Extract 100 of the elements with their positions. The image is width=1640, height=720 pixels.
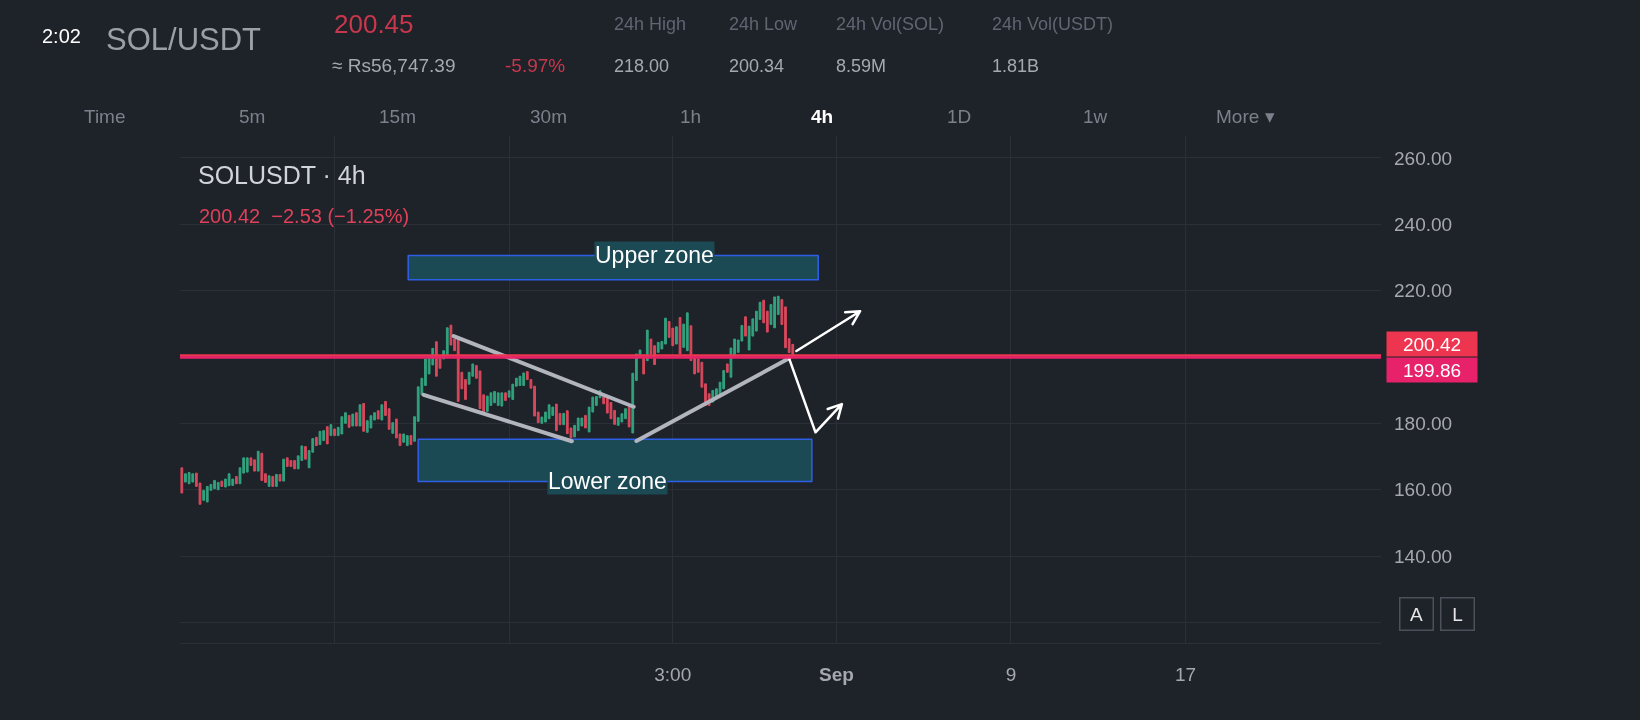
candlestick xyxy=(402,433,406,443)
candlestick xyxy=(547,404,551,420)
candlestick xyxy=(253,459,256,472)
candlestick xyxy=(256,450,260,472)
text: -5.97% xyxy=(505,55,566,76)
text: 1.81B xyxy=(992,56,1040,76)
y-tick-label: 240.00 xyxy=(1394,213,1453,235)
x-tick-label: 9 xyxy=(1005,663,1017,685)
candlestick xyxy=(271,475,275,487)
x-tick-label: 17 xyxy=(1174,663,1197,685)
text: 1h xyxy=(680,106,702,127)
candlestick xyxy=(227,473,231,487)
candlestick xyxy=(267,475,271,487)
candlestick xyxy=(369,415,373,429)
text: Time xyxy=(84,106,126,127)
text: ≈ Rs56,747.39 xyxy=(332,55,456,76)
text: 218.00 xyxy=(614,56,670,76)
text: 200.45 xyxy=(334,9,414,39)
candlestick xyxy=(354,412,358,427)
candlestick xyxy=(376,410,380,420)
candlestick xyxy=(260,452,264,481)
candlestick xyxy=(580,417,584,427)
candlestick xyxy=(282,458,286,482)
candlestick xyxy=(675,326,678,345)
candlestick xyxy=(409,435,413,446)
text: 200.34 xyxy=(729,56,785,76)
y-tick-label: 260.00 xyxy=(1394,147,1453,169)
candlestick xyxy=(456,338,460,402)
x-tick-label: Sep xyxy=(818,663,854,685)
y-tick-label: 220.00 xyxy=(1394,280,1453,302)
text: 200.42 −2.53 (−1.25%) xyxy=(199,205,410,227)
candlestick xyxy=(518,375,522,387)
candlestick xyxy=(187,471,191,485)
text: 1D xyxy=(947,106,972,127)
candlestick xyxy=(184,473,187,483)
candlestick xyxy=(216,481,220,491)
x-tick-label: 3:00 xyxy=(654,663,692,685)
candlestick xyxy=(522,372,526,387)
candlestick xyxy=(220,480,224,487)
candlestick xyxy=(685,312,689,352)
text: 1w xyxy=(1083,106,1108,127)
candlestick xyxy=(234,475,238,485)
candlestick xyxy=(351,413,355,427)
text: 24h Vol(USDT) xyxy=(992,14,1114,34)
text: 5m xyxy=(239,106,266,127)
ref-line-label: 199.86 xyxy=(1402,359,1462,381)
y-tick-label: 180.00 xyxy=(1394,412,1453,434)
text: 24h High xyxy=(614,14,687,34)
candlestick xyxy=(180,467,184,494)
candlestick xyxy=(202,489,206,501)
candlestick xyxy=(722,370,726,390)
text: 15m xyxy=(379,106,416,127)
candlestick xyxy=(678,317,682,355)
candlestick xyxy=(304,446,307,460)
annotation: Upper zone xyxy=(595,242,714,268)
candlestick xyxy=(362,402,366,432)
text: 4h xyxy=(811,106,834,127)
candlestick xyxy=(245,457,249,473)
text: L xyxy=(1452,603,1463,625)
candlestick xyxy=(500,392,504,407)
candlestick xyxy=(656,341,660,353)
candlestick xyxy=(485,395,489,412)
candlestick xyxy=(325,426,329,445)
y-tick-label: 140.00 xyxy=(1394,545,1453,567)
text: More ▾ xyxy=(1216,106,1275,127)
candlestick xyxy=(445,327,449,357)
candlestick xyxy=(285,457,289,467)
text: SOL/USDT xyxy=(106,22,262,57)
candlestick xyxy=(725,363,729,373)
candlestick xyxy=(496,392,500,406)
candlestick xyxy=(380,404,384,421)
candlestick xyxy=(205,485,209,503)
candlestick xyxy=(289,460,293,467)
candlestick xyxy=(391,422,395,434)
text: 8.59M xyxy=(836,56,887,76)
candlestick xyxy=(624,408,627,420)
candlestick xyxy=(405,435,409,447)
candlestick xyxy=(773,296,776,329)
text: 24h Vol(SOL) xyxy=(836,14,945,34)
candlestick xyxy=(347,414,351,428)
candlestick xyxy=(318,430,322,446)
candlestick xyxy=(314,436,318,447)
candlestick xyxy=(551,406,555,416)
y-tick-label: 160.00 xyxy=(1394,479,1453,501)
text: 24h Low xyxy=(729,14,799,34)
candlestick xyxy=(358,404,362,427)
annotation: Lower zone xyxy=(548,468,667,494)
candlestick xyxy=(293,460,296,470)
text: 30m xyxy=(530,106,567,127)
candlestick xyxy=(627,406,631,428)
candlestick xyxy=(191,473,195,483)
candlestick xyxy=(493,390,496,404)
candlestick xyxy=(340,416,344,435)
ref-line-label: 200.42 xyxy=(1402,333,1462,355)
candlestick xyxy=(213,479,216,490)
candlestick xyxy=(565,410,569,435)
candlestick xyxy=(322,430,326,442)
candlestick xyxy=(744,316,747,337)
candlestick xyxy=(616,417,620,426)
text: 2:02 xyxy=(42,25,81,47)
